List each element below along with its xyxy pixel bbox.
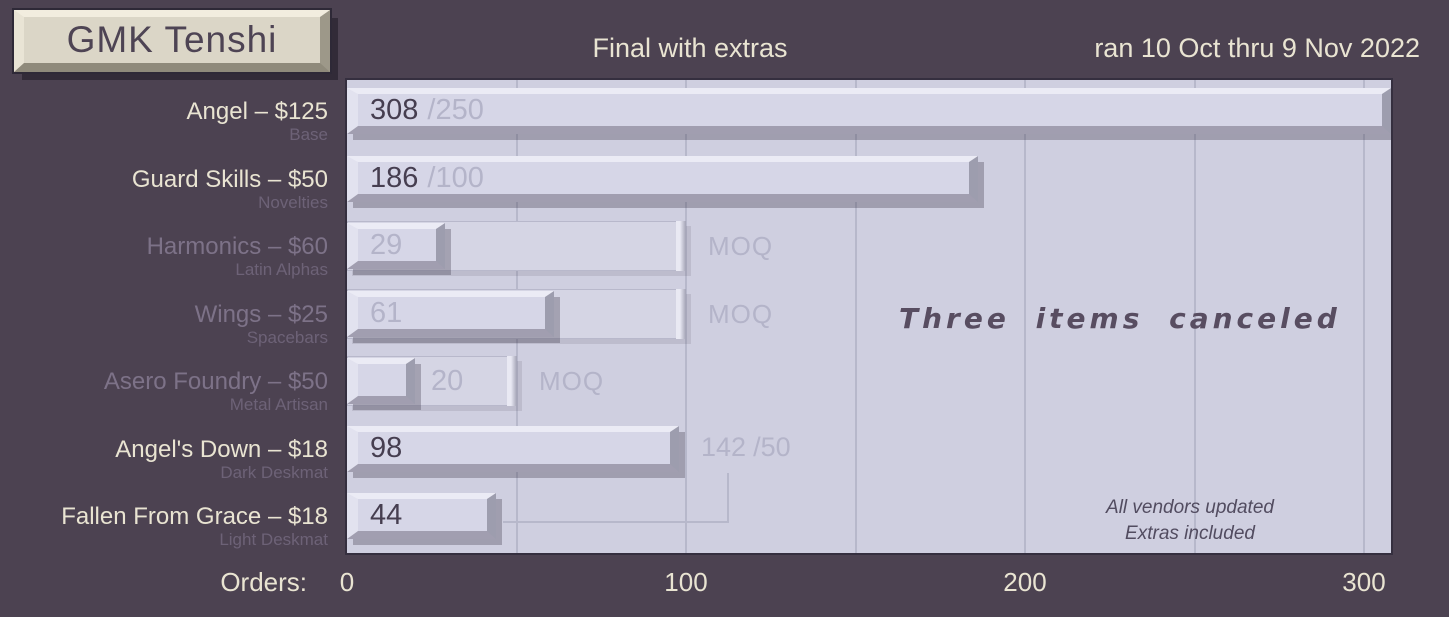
bar-value-guard-skills: 186/100 bbox=[358, 161, 484, 194]
moq-label-asero-foundry: MOQ bbox=[539, 366, 605, 396]
x-tick-100: 100 bbox=[664, 567, 708, 597]
bar-value-number: 29 bbox=[370, 228, 403, 261]
vendor-note-line1: All vendors updated bbox=[1106, 497, 1274, 518]
gridline-200 bbox=[1024, 80, 1026, 553]
bar-value-number: 44 bbox=[370, 498, 403, 531]
row-label-main: Guard Skills – $50 bbox=[131, 166, 328, 193]
bar-angels-down: 98 bbox=[347, 426, 679, 472]
chart-title: GMK Tenshi bbox=[66, 19, 278, 60]
moq-label-wings: MOQ bbox=[708, 299, 774, 329]
row-label-harmonics: Harmonics – $60 Latin Alphas bbox=[147, 233, 328, 280]
row-label-sub: Light Deskmat bbox=[219, 530, 328, 549]
row-label-guard-skills: Guard Skills – $50 Novelties bbox=[132, 166, 328, 213]
bar-moq-suffix: /100 bbox=[427, 161, 484, 194]
bar-value-angel: 308/250 bbox=[358, 93, 484, 126]
row-label-main: Wings – $25 bbox=[194, 301, 328, 328]
y-axis-labels: Angel – $125 Base Guard Skills – $50 Novelt… bbox=[0, 80, 330, 553]
bar-value-angels-down: 98 bbox=[358, 431, 403, 464]
row-label-sub: Base bbox=[289, 125, 328, 144]
row-label-asero-foundry: Asero Foundry – $50 Metal Artisan bbox=[104, 368, 328, 415]
row-label-main: Angel – $125 bbox=[186, 98, 328, 125]
row-label-main: Harmonics – $60 bbox=[146, 233, 328, 260]
bar-value-wings: 61 bbox=[358, 296, 403, 329]
bar-value-number: 61 bbox=[370, 296, 403, 329]
row-label-angels-down: Angel's Down – $18 Dark Deskmat bbox=[115, 436, 328, 483]
x-axis-title: Orders: bbox=[220, 567, 307, 597]
row-label-main: Angel's Down – $18 bbox=[115, 436, 328, 463]
row-label-sub: Latin Alphas bbox=[235, 260, 328, 279]
vendor-note-line2: Extras included bbox=[1125, 523, 1255, 544]
combined-deskmat-value: 142/50 bbox=[701, 434, 791, 461]
row-label-sub: Novelties bbox=[258, 193, 328, 212]
bar-angel: 308/250 bbox=[347, 88, 1391, 134]
row-label-sub: Spacebars bbox=[246, 328, 328, 347]
row-label-angel: Angel – $125 Base bbox=[187, 98, 328, 145]
deskmat-connector-horizontal bbox=[503, 521, 729, 523]
canceled-annotation: Three items canceled bbox=[899, 302, 1341, 335]
row-label-main: Asero Foundry – $50 bbox=[103, 368, 328, 395]
bar-asero-foundry bbox=[347, 358, 415, 404]
deskmat-connector-vertical bbox=[727, 473, 729, 523]
bar-value-number: 308 bbox=[370, 93, 419, 126]
bar-value-fallen-from-grace: 44 bbox=[358, 498, 403, 531]
status-header: Final with extras bbox=[592, 33, 788, 63]
vendor-note: All vendors updated Extras included bbox=[1040, 495, 1340, 547]
title-keycap: GMK Tenshi bbox=[12, 8, 332, 74]
gridline-250 bbox=[1194, 80, 1196, 553]
combined-value: 142 bbox=[701, 432, 747, 462]
row-label-wings: Wings – $25 Spacebars bbox=[195, 301, 328, 348]
x-tick-300: 300 bbox=[1342, 567, 1386, 597]
row-label-fallen-from-grace: Fallen From Grace – $18 Light Deskmat bbox=[61, 503, 328, 550]
row-label-main: Fallen From Grace – $18 bbox=[61, 503, 328, 530]
date-range-header: ran 10 Oct thru 9 Nov 2022 bbox=[1094, 33, 1420, 63]
x-tick-0: 0 bbox=[339, 567, 355, 597]
bar-moq-suffix: /250 bbox=[427, 93, 484, 126]
bar-value-asero-foundry: 20 bbox=[431, 365, 464, 397]
bar-fallen-from-grace: 44 bbox=[347, 493, 496, 539]
row-label-sub: Dark Deskmat bbox=[220, 463, 328, 482]
bar-value-harmonics: 29 bbox=[358, 228, 403, 261]
x-tick-200: 200 bbox=[1003, 567, 1047, 597]
gridline-100 bbox=[685, 80, 687, 553]
bar-value-number: 98 bbox=[370, 431, 403, 464]
bar-wings: 61 bbox=[347, 291, 554, 337]
gridline-300 bbox=[1363, 80, 1365, 553]
plot-area: Three items canceled All vendors updated… bbox=[345, 78, 1393, 555]
row-label-sub: Metal Artisan bbox=[229, 395, 328, 414]
bar-guard-skills: 186/100 bbox=[347, 156, 978, 202]
combined-moq: /50 bbox=[753, 432, 791, 462]
bar-harmonics: 29 bbox=[347, 223, 445, 269]
moq-label-harmonics: MOQ bbox=[708, 231, 774, 261]
gridline-150 bbox=[855, 80, 857, 553]
bar-value-number: 186 bbox=[370, 161, 419, 194]
